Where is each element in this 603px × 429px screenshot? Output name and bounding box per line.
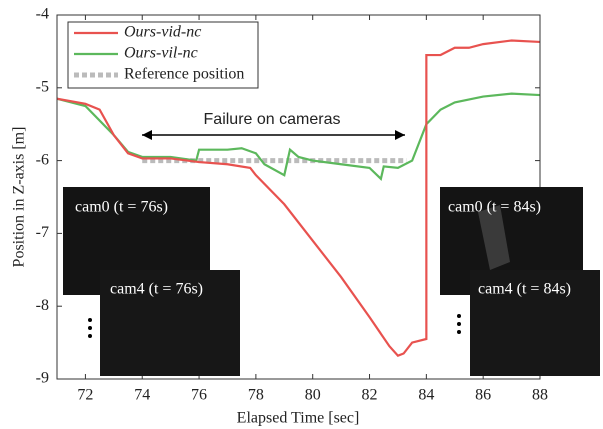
legend-label: Ours-vid-nc [124, 24, 201, 41]
x-tick-label: 88 [532, 387, 548, 404]
y-tick-label: -5 [36, 78, 49, 95]
inset-label: cam0 (t = 76s) [75, 199, 168, 216]
series-line [57, 39, 540, 358]
x-axis-label: Elapsed Time [sec] [237, 410, 360, 427]
y-tick-label: -7 [36, 224, 49, 241]
y-tick-label: -9 [36, 370, 49, 387]
x-tick-label: 84 [418, 387, 434, 404]
inset-label: cam4 (t = 84s) [478, 281, 571, 298]
x-tick-label: 74 [134, 387, 150, 404]
ellipsis-dots [88, 314, 461, 338]
y-tick-label: -4 [36, 6, 49, 23]
x-tick-label: 82 [362, 387, 378, 404]
plot-lines [57, 39, 540, 358]
camera-image [100, 270, 240, 376]
annotation: Failure on cameras [142, 111, 405, 140]
inset-label: cam0 (t = 84s) [448, 199, 541, 216]
x-tick-label: 72 [77, 387, 93, 404]
y-tick-label: -6 [36, 151, 49, 168]
legend-label: Reference position [124, 66, 244, 83]
inset-label: cam4 (t = 76s) [110, 281, 203, 298]
y-tick-label: -8 [36, 297, 49, 314]
axes: 72 74 76 78 80 82 84 86 88 -9 -8 -7 -6 -5 -4 [36, 6, 548, 404]
y-axis-label: Position in Z-axis [m] [11, 127, 28, 268]
insets: cam0 (t = 76s) cam4 (t = 76s) cam0 (t = … [63, 187, 600, 376]
x-tick-label: 80 [305, 387, 321, 404]
annotation-text: Failure on cameras [204, 111, 341, 128]
x-tick-label: 76 [191, 387, 207, 404]
camera-image [470, 270, 600, 376]
series-line [57, 92, 540, 181]
x-tick-label: 86 [475, 387, 491, 404]
legend: Ours-vid-nc Ours-vil-nc Reference position [67, 21, 259, 89]
legend-label: Ours-vil-nc [124, 45, 198, 62]
camera-image-detail [478, 205, 510, 270]
x-tick-label: 78 [248, 387, 264, 404]
